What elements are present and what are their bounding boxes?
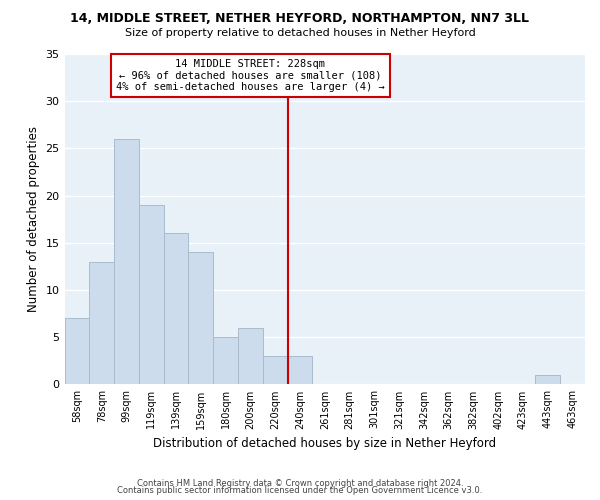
- Bar: [535, 375, 560, 384]
- Bar: [263, 356, 287, 384]
- Bar: [213, 337, 238, 384]
- X-axis label: Distribution of detached houses by size in Nether Heyford: Distribution of detached houses by size …: [153, 437, 496, 450]
- Bar: [287, 356, 313, 384]
- Text: Contains public sector information licensed under the Open Government Licence v3: Contains public sector information licen…: [118, 486, 482, 495]
- Bar: [164, 234, 188, 384]
- Bar: [188, 252, 213, 384]
- Text: Size of property relative to detached houses in Nether Heyford: Size of property relative to detached ho…: [125, 28, 475, 38]
- Bar: [238, 328, 263, 384]
- Text: Contains HM Land Registry data © Crown copyright and database right 2024.: Contains HM Land Registry data © Crown c…: [137, 478, 463, 488]
- Bar: [65, 318, 89, 384]
- Bar: [89, 262, 114, 384]
- Text: 14, MIDDLE STREET, NETHER HEYFORD, NORTHAMPTON, NN7 3LL: 14, MIDDLE STREET, NETHER HEYFORD, NORTH…: [71, 12, 530, 26]
- Text: 14 MIDDLE STREET: 228sqm
← 96% of detached houses are smaller (108)
4% of semi-d: 14 MIDDLE STREET: 228sqm ← 96% of detach…: [116, 58, 385, 92]
- Bar: [139, 205, 164, 384]
- Y-axis label: Number of detached properties: Number of detached properties: [27, 126, 40, 312]
- Bar: [114, 139, 139, 384]
